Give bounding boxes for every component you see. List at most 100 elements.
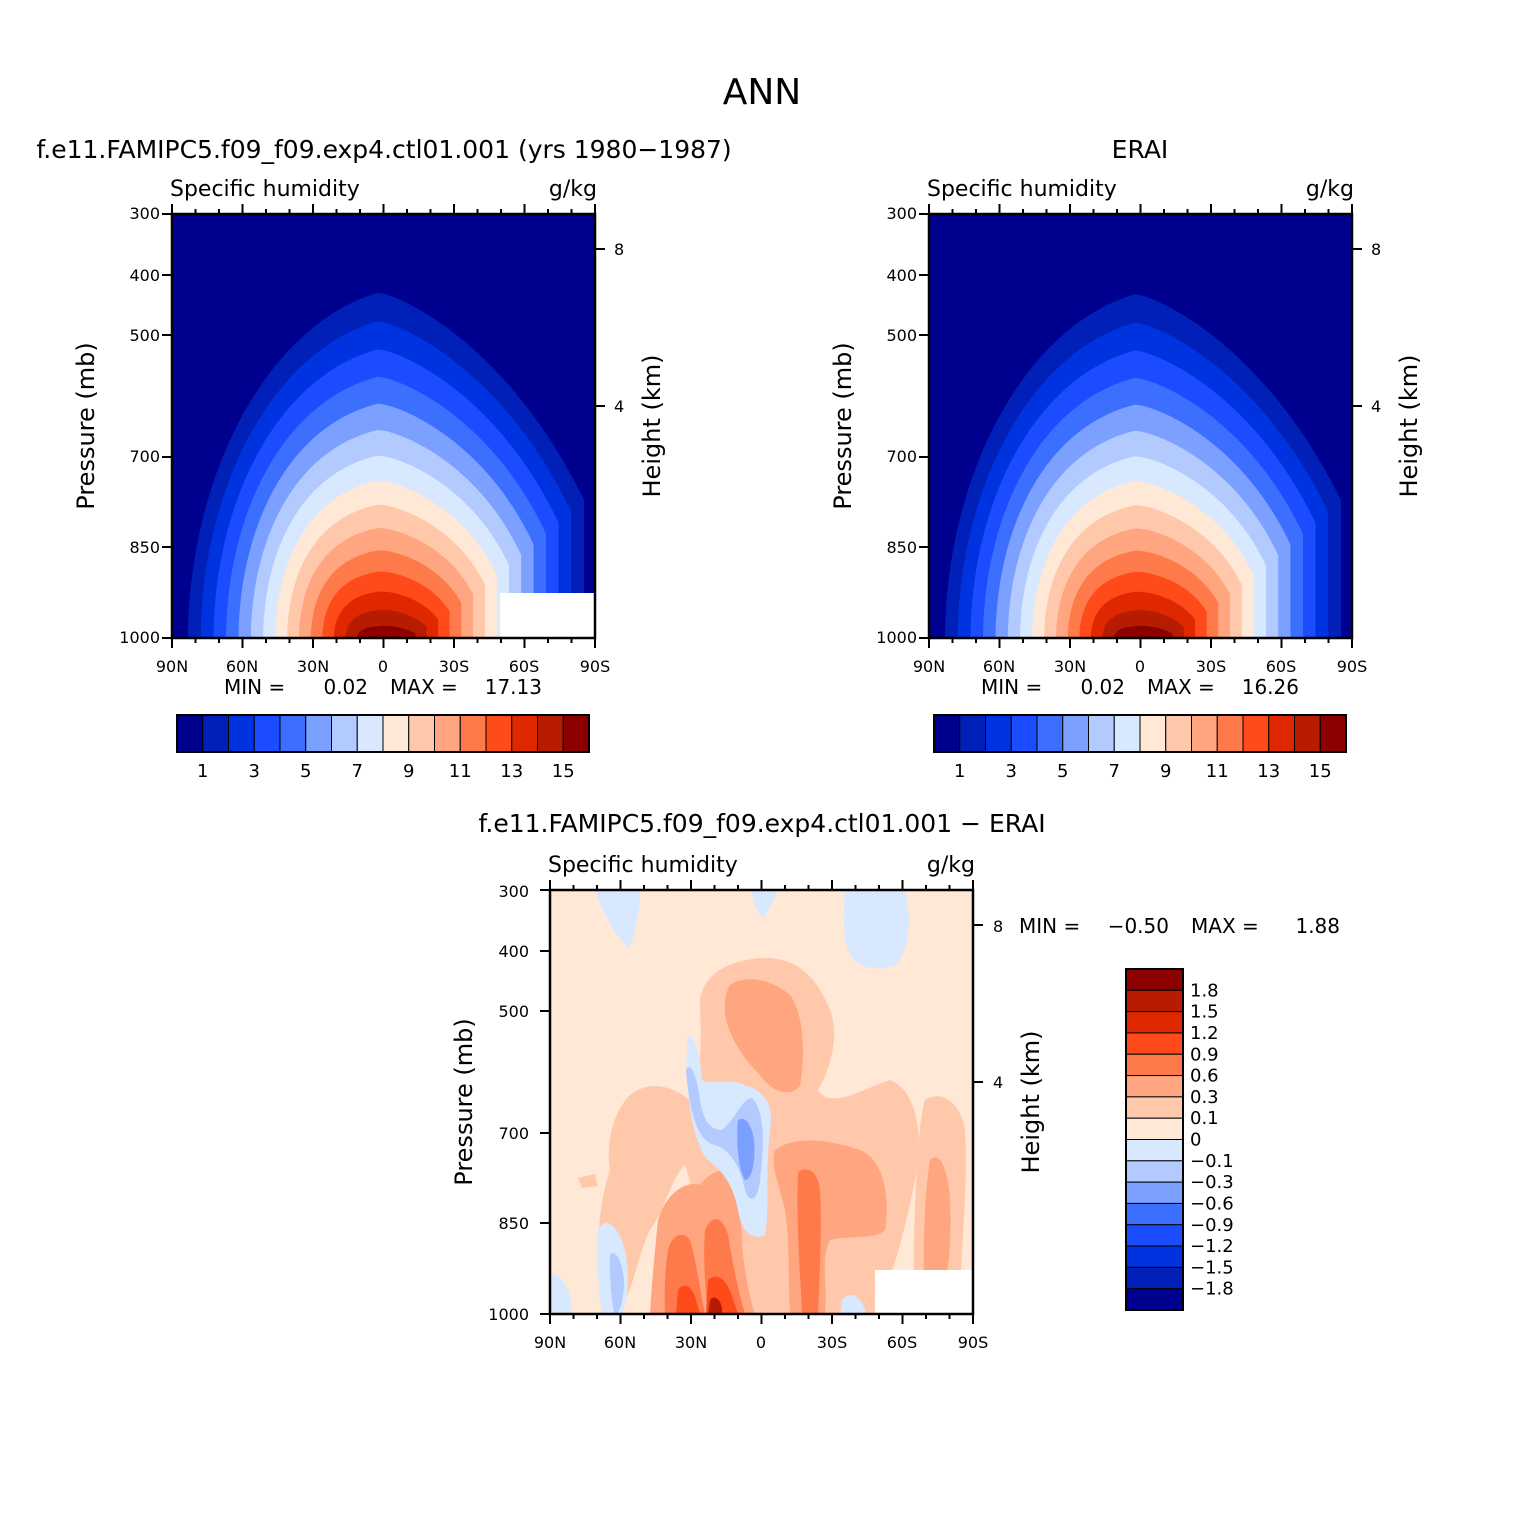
colorbar-swatch <box>1125 1117 1184 1140</box>
panel-obs-colorbar: 1 3 5 7 9 11 13 15 <box>933 714 1347 782</box>
panel-diff: f.e11.FAMIPC5.f09_f09.exp4.ctl01.001 − E… <box>450 809 1340 1352</box>
colorbar-label: 1.2 <box>1190 1023 1219 1044</box>
x-tick-60s: 60S <box>887 1333 918 1352</box>
colorbar-swatch <box>1125 989 1184 1013</box>
colorbar-swatch <box>202 714 229 753</box>
colorbar-label: 15 <box>1309 761 1332 782</box>
colorbar-label: 1 <box>954 761 965 782</box>
colorbar-swatch <box>1125 1181 1184 1204</box>
panel-obs-y-right-label: Height (km) <box>1395 355 1423 498</box>
colorbar-swatch <box>459 714 487 753</box>
right-tick-4: 4 <box>1371 397 1381 416</box>
y-tick-1000: 1000 <box>119 628 160 647</box>
panel-diff-y-label: Pressure (mb) <box>450 1018 478 1185</box>
panel-obs: ERAI Specific humidity g/kg 300 400 500 … <box>829 135 1423 782</box>
y-tick-400: 400 <box>886 266 917 285</box>
colorbar-label: −1.8 <box>1190 1279 1234 1300</box>
panel-obs-left-subtitle: Specific humidity <box>927 177 1117 202</box>
colorbar-swatch <box>1062 714 1089 753</box>
diff-blob-pos-core-c <box>797 1169 821 1314</box>
colorbar-label: 3 <box>249 761 260 782</box>
panel-diff-min-value: −0.50 <box>1108 914 1169 938</box>
y-tick-300: 300 <box>886 204 917 223</box>
colorbar-swatch <box>331 714 358 753</box>
x-tick-0: 0 <box>378 657 388 676</box>
colorbar-label: 3 <box>1006 761 1017 782</box>
colorbar-label: 13 <box>1257 761 1280 782</box>
colorbar-swatch <box>1125 1202 1184 1226</box>
colorbar-swatch <box>408 714 435 753</box>
colorbar-frame <box>176 714 590 753</box>
x-tick-60s: 60S <box>1266 657 1297 676</box>
diff-blob-neg-3 <box>843 890 909 969</box>
colorbar-frame <box>933 714 1347 753</box>
colorbar-swatch <box>1125 1139 1184 1162</box>
y-tick-850: 850 <box>129 538 160 557</box>
panel-model-y-label: Pressure (mb) <box>72 342 100 509</box>
colorbar-label: 5 <box>300 761 311 782</box>
y-tick-1000: 1000 <box>876 628 917 647</box>
colorbar-swatch <box>1125 1245 1184 1268</box>
panel-diff-min-label: MIN = <box>1019 914 1080 938</box>
colorbar-swatch <box>434 714 461 753</box>
colorbar-swatch <box>1165 714 1192 753</box>
colorbar-label: −0.9 <box>1190 1215 1234 1236</box>
right-tick-8: 8 <box>614 240 624 259</box>
colorbar-swatch <box>959 714 986 753</box>
y-tick-500: 500 <box>498 1002 529 1021</box>
panel-model-max-label: MAX = <box>390 675 458 699</box>
y-tick-700: 700 <box>129 447 160 466</box>
colorbar-swatch <box>176 714 204 753</box>
panel-model-colorbar: 1 3 5 7 9 11 13 15 <box>176 714 590 782</box>
colorbar-swatch <box>562 714 590 753</box>
panel-model-max-value: 17.13 <box>485 675 542 699</box>
diff-blob-pos-right2 <box>923 1157 951 1300</box>
x-tick-0: 0 <box>756 1333 766 1352</box>
panel-model-min-label: MIN = <box>224 675 285 699</box>
colorbar-label: −1.5 <box>1190 1257 1234 1278</box>
panel-obs-y-label: Pressure (mb) <box>829 342 857 509</box>
panel-diff-y-right-label: Height (km) <box>1017 1031 1045 1174</box>
x-tick-60s: 60S <box>509 657 540 676</box>
colorbar-label: 0.1 <box>1190 1108 1219 1129</box>
colorbar-label: 0.6 <box>1190 1066 1219 1087</box>
colorbar-swatch <box>1319 714 1347 753</box>
colorbar-swatch <box>985 714 1012 753</box>
colorbar-label: −0.1 <box>1190 1151 1234 1172</box>
colorbar-swatch <box>1216 714 1244 753</box>
diff-blob-pos-hot-a <box>676 1285 700 1314</box>
colorbar-swatch <box>382 714 410 753</box>
colorbar-label: −0.6 <box>1190 1193 1234 1214</box>
x-tick-90n: 90N <box>156 657 188 676</box>
colorbar-swatch <box>933 714 961 753</box>
colorbar-swatch <box>1125 1288 1184 1311</box>
right-tick-8: 8 <box>993 917 1003 936</box>
colorbar-swatch <box>1125 1160 1184 1183</box>
y-tick-400: 400 <box>129 266 160 285</box>
colorbar-label: 13 <box>500 761 523 782</box>
colorbar-swatch <box>1113 714 1141 753</box>
panel-model: f.e11.FAMIPC5.f09_f09.exp4.ctl01.001 (yr… <box>36 135 731 782</box>
x-tick-30s: 30S <box>817 1333 848 1352</box>
colorbar-swatch <box>537 714 564 753</box>
panel-model-left-subtitle: Specific humidity <box>170 177 360 202</box>
diff-blob-neg-2 <box>752 890 778 918</box>
panel-obs-title: ERAI <box>1112 135 1169 164</box>
y-tick-400: 400 <box>498 942 529 961</box>
colorbar-swatch <box>1010 714 1038 753</box>
panel-obs-max-label: MAX = <box>1147 675 1215 699</box>
x-tick-60n: 60N <box>983 657 1015 676</box>
y-tick-850: 850 <box>886 538 917 557</box>
right-tick-8: 8 <box>1371 240 1381 259</box>
colorbar-label: −1.2 <box>1190 1236 1234 1257</box>
panel-model-missing-data <box>500 593 595 638</box>
y-tick-1000: 1000 <box>488 1305 529 1324</box>
right-tick-4: 4 <box>614 397 624 416</box>
panel-diff-left-subtitle: Specific humidity <box>548 853 738 878</box>
colorbar-swatch <box>511 714 538 753</box>
colorbar-swatch <box>1125 1011 1184 1034</box>
colorbar-swatch <box>1139 714 1167 753</box>
y-tick-300: 300 <box>129 204 160 223</box>
colorbar-swatch <box>1125 1075 1184 1098</box>
